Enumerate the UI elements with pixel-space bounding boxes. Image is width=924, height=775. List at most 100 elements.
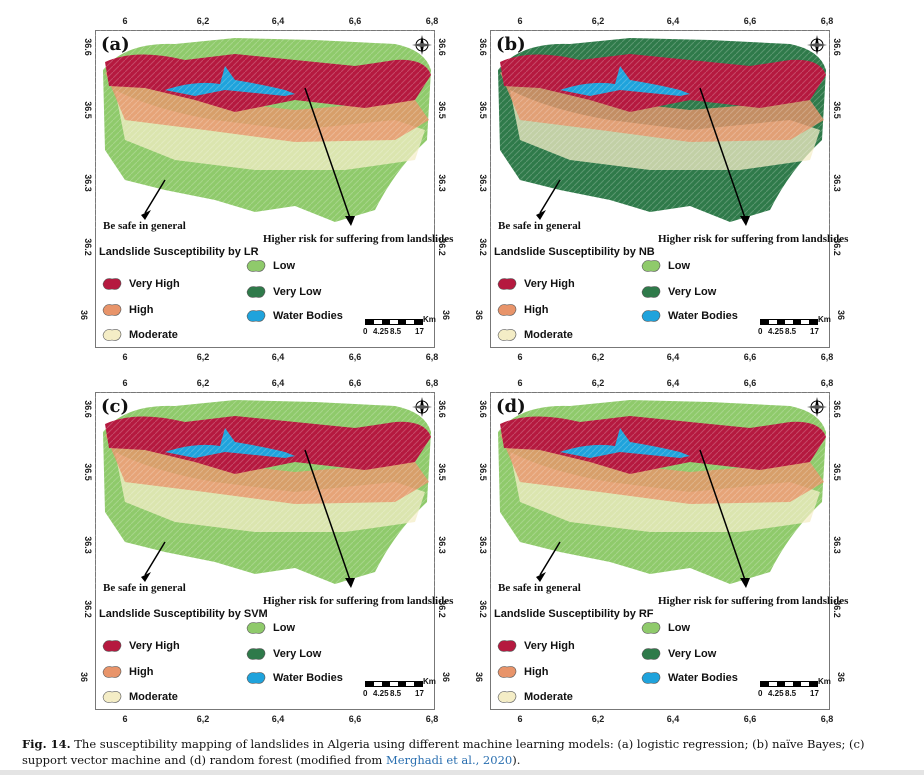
legend-swatch bbox=[102, 640, 122, 652]
lon-tick: 6,2 bbox=[196, 714, 210, 724]
legend-item-low: Low bbox=[640, 258, 690, 274]
compass-rose-icon bbox=[807, 397, 827, 417]
caption-reference-link[interactable]: Merghadi et al., 2020 bbox=[385, 753, 513, 767]
legend-label: Moderate bbox=[129, 329, 178, 341]
scale-bar: Km 0 4.25 8.5 17 bbox=[363, 315, 436, 339]
legend-label: High bbox=[524, 666, 549, 678]
caption-end: ). bbox=[512, 753, 521, 767]
legend-swatch bbox=[246, 622, 266, 634]
lon-tick: 6 bbox=[122, 378, 128, 388]
lon-tick: 6,4 bbox=[271, 378, 285, 388]
lat-tick: 36.6 bbox=[82, 400, 93, 418]
legend-label: Very High bbox=[524, 278, 575, 290]
safe-arrowhead bbox=[141, 572, 151, 582]
scale-label: 8.5 bbox=[785, 327, 797, 336]
legend-item-water: Water Bodies bbox=[245, 308, 343, 324]
lat-tick: 36.3 bbox=[477, 536, 488, 554]
panel-label: (d) bbox=[496, 396, 526, 417]
lat-tick: 36.5 bbox=[477, 463, 488, 481]
legend-item-moderate: Moderate bbox=[496, 327, 573, 343]
legend-item-high: High bbox=[101, 664, 153, 680]
safe-arrow bbox=[144, 179, 166, 214]
legend-item-very-high: Very High bbox=[496, 638, 575, 654]
legend-item-water: Water Bodies bbox=[640, 308, 738, 324]
legend-label: Moderate bbox=[129, 691, 178, 703]
risk-arrowhead bbox=[345, 578, 355, 588]
legend-swatch bbox=[641, 648, 661, 660]
legend-swatch bbox=[641, 260, 661, 272]
legend-label: Low bbox=[668, 260, 690, 272]
lon-tick: 6 bbox=[517, 16, 523, 26]
lat-tick: 36.6 bbox=[832, 38, 843, 56]
scale-bar: Km 0 4.25 8.5 17 bbox=[363, 677, 436, 701]
legend-label: Low bbox=[273, 260, 295, 272]
legend-swatch bbox=[641, 286, 661, 298]
legend-item-low: Low bbox=[640, 620, 690, 636]
safe-arrowhead bbox=[536, 572, 546, 582]
lon-tick: 6,6 bbox=[348, 714, 362, 724]
legend-title: Landslide Susceptibility by LR bbox=[99, 246, 259, 258]
legend-label: High bbox=[129, 304, 154, 316]
lon-tick: 6,4 bbox=[666, 16, 680, 26]
safe-arrow bbox=[539, 541, 561, 576]
lat-tick: 36 bbox=[440, 671, 451, 683]
legend-item-moderate: Moderate bbox=[101, 327, 178, 343]
lat-tick: 36.6 bbox=[477, 400, 488, 418]
legend-swatch bbox=[497, 304, 517, 316]
risk-arrow bbox=[304, 87, 351, 219]
legend-title: Landslide Susceptibility by SVM bbox=[99, 608, 268, 620]
lat-tick: 36.2 bbox=[82, 600, 93, 618]
legend-item-high: High bbox=[101, 302, 153, 318]
panel-label: (b) bbox=[496, 34, 526, 55]
scale-label: 0 bbox=[758, 327, 763, 336]
relief-texture bbox=[95, 392, 435, 592]
legend-label: Moderate bbox=[524, 329, 573, 341]
safe-arrowhead bbox=[536, 210, 546, 220]
scale-bar: Km 0 4.25 8.5 17 bbox=[758, 677, 831, 701]
legend-label: High bbox=[129, 666, 154, 678]
scale-label: 4.25 bbox=[768, 327, 784, 336]
lat-tick: 36 bbox=[79, 309, 90, 321]
scale-unit: Km bbox=[423, 677, 436, 686]
legend-swatch bbox=[102, 691, 122, 703]
lon-tick: 6,8 bbox=[820, 16, 834, 26]
legend-item-very-high: Very High bbox=[496, 276, 575, 292]
lon-tick: 6,8 bbox=[425, 378, 439, 388]
lon-tick: 6,2 bbox=[196, 352, 210, 362]
lon-tick: 6,2 bbox=[591, 352, 605, 362]
legend-item-water: Water Bodies bbox=[640, 670, 738, 686]
legend-swatch bbox=[246, 310, 266, 322]
lat-tick: 36.6 bbox=[437, 38, 448, 56]
lat-tick: 36 bbox=[835, 671, 846, 683]
legend-swatch bbox=[102, 666, 122, 678]
lat-tick: 36.2 bbox=[82, 238, 93, 256]
scale-label: 4.25 bbox=[373, 327, 389, 336]
susceptibility-map bbox=[95, 392, 435, 592]
legend-label: Very Low bbox=[668, 286, 717, 298]
legend-swatch bbox=[497, 278, 517, 290]
legend-item-low: Low bbox=[245, 258, 295, 274]
lat-tick: 36 bbox=[79, 671, 90, 683]
lat-tick: 36.6 bbox=[82, 38, 93, 56]
scale-unit: Km bbox=[423, 315, 436, 324]
legend-label: Low bbox=[273, 622, 295, 634]
scale-bar-graphic bbox=[365, 681, 423, 687]
risk-arrow bbox=[699, 87, 746, 219]
risk-annotation: Higher risk for suffering from landslide… bbox=[263, 595, 454, 607]
risk-arrowhead bbox=[345, 216, 355, 226]
legend-label: Very High bbox=[524, 640, 575, 652]
scale-label: 8.5 bbox=[390, 689, 402, 698]
legend-swatch bbox=[102, 278, 122, 290]
legend-item-very-low: Very Low bbox=[640, 284, 716, 300]
legend-label: Very High bbox=[129, 278, 180, 290]
lon-tick: 6,2 bbox=[591, 378, 605, 388]
lon-tick: 6,4 bbox=[271, 714, 285, 724]
lon-tick: 6,2 bbox=[196, 16, 210, 26]
legend-swatch bbox=[246, 260, 266, 272]
legend-swatch bbox=[641, 622, 661, 634]
compass-rose-icon bbox=[807, 35, 827, 55]
legend-item-high: High bbox=[496, 664, 548, 680]
legend-label: Very High bbox=[129, 640, 180, 652]
map-panel-nb: 6 6 6,2 6,2 6,4 6,4 6,6 6,6 6,8 6,8 36.6 36.6 36.5 36… bbox=[474, 16, 848, 362]
legend-swatch bbox=[641, 310, 661, 322]
